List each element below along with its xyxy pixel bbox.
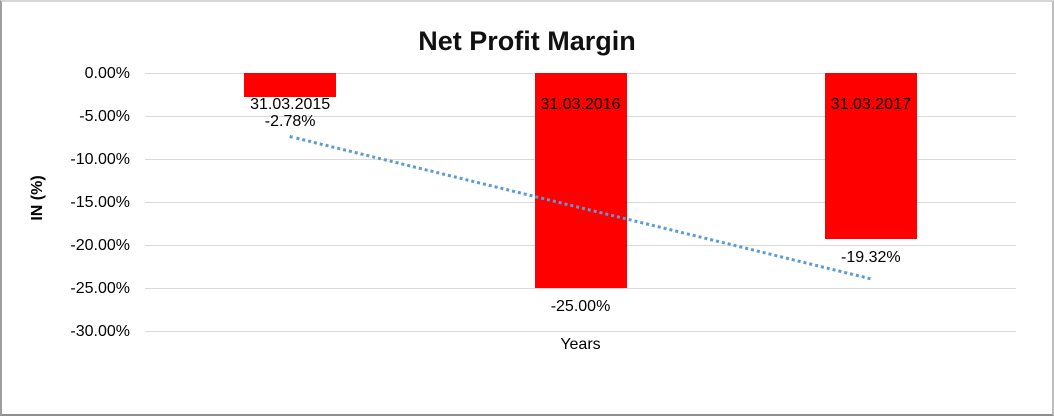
bar-value-label: -19.32% — [841, 249, 901, 267]
y-tick-label: -10.00% — [70, 151, 130, 168]
bar — [534, 73, 627, 288]
x-axis-title: Years — [560, 336, 601, 353]
y-tick-label: -30.00% — [70, 323, 130, 340]
y-tick-label: -20.00% — [70, 237, 130, 254]
y-tick-label: 0.00% — [84, 65, 130, 82]
chart-title: Net Profit Margin — [418, 26, 636, 56]
plot-area: 31.03.2015 -2.78% 31.03.2016 -25.00% 31.03.2… — [145, 72, 1016, 332]
bar-category-label: 31.03.2017 — [830, 96, 911, 113]
y-tick-label: -5.00% — [79, 108, 130, 125]
bar-category-label: 31.03.2016 — [540, 96, 621, 113]
y-tick-label: -25.00% — [70, 280, 130, 297]
bar — [244, 73, 337, 97]
bar-value-label: -25.00% — [550, 298, 611, 315]
y-tick-label: -15.00% — [70, 194, 130, 211]
gridline — [145, 330, 1016, 332]
bar-value-label: -2.78% — [264, 113, 316, 130]
bar — [824, 73, 917, 240]
bar-category-label: 31.03.2015 — [250, 96, 331, 113]
gridline — [145, 287, 1016, 289]
